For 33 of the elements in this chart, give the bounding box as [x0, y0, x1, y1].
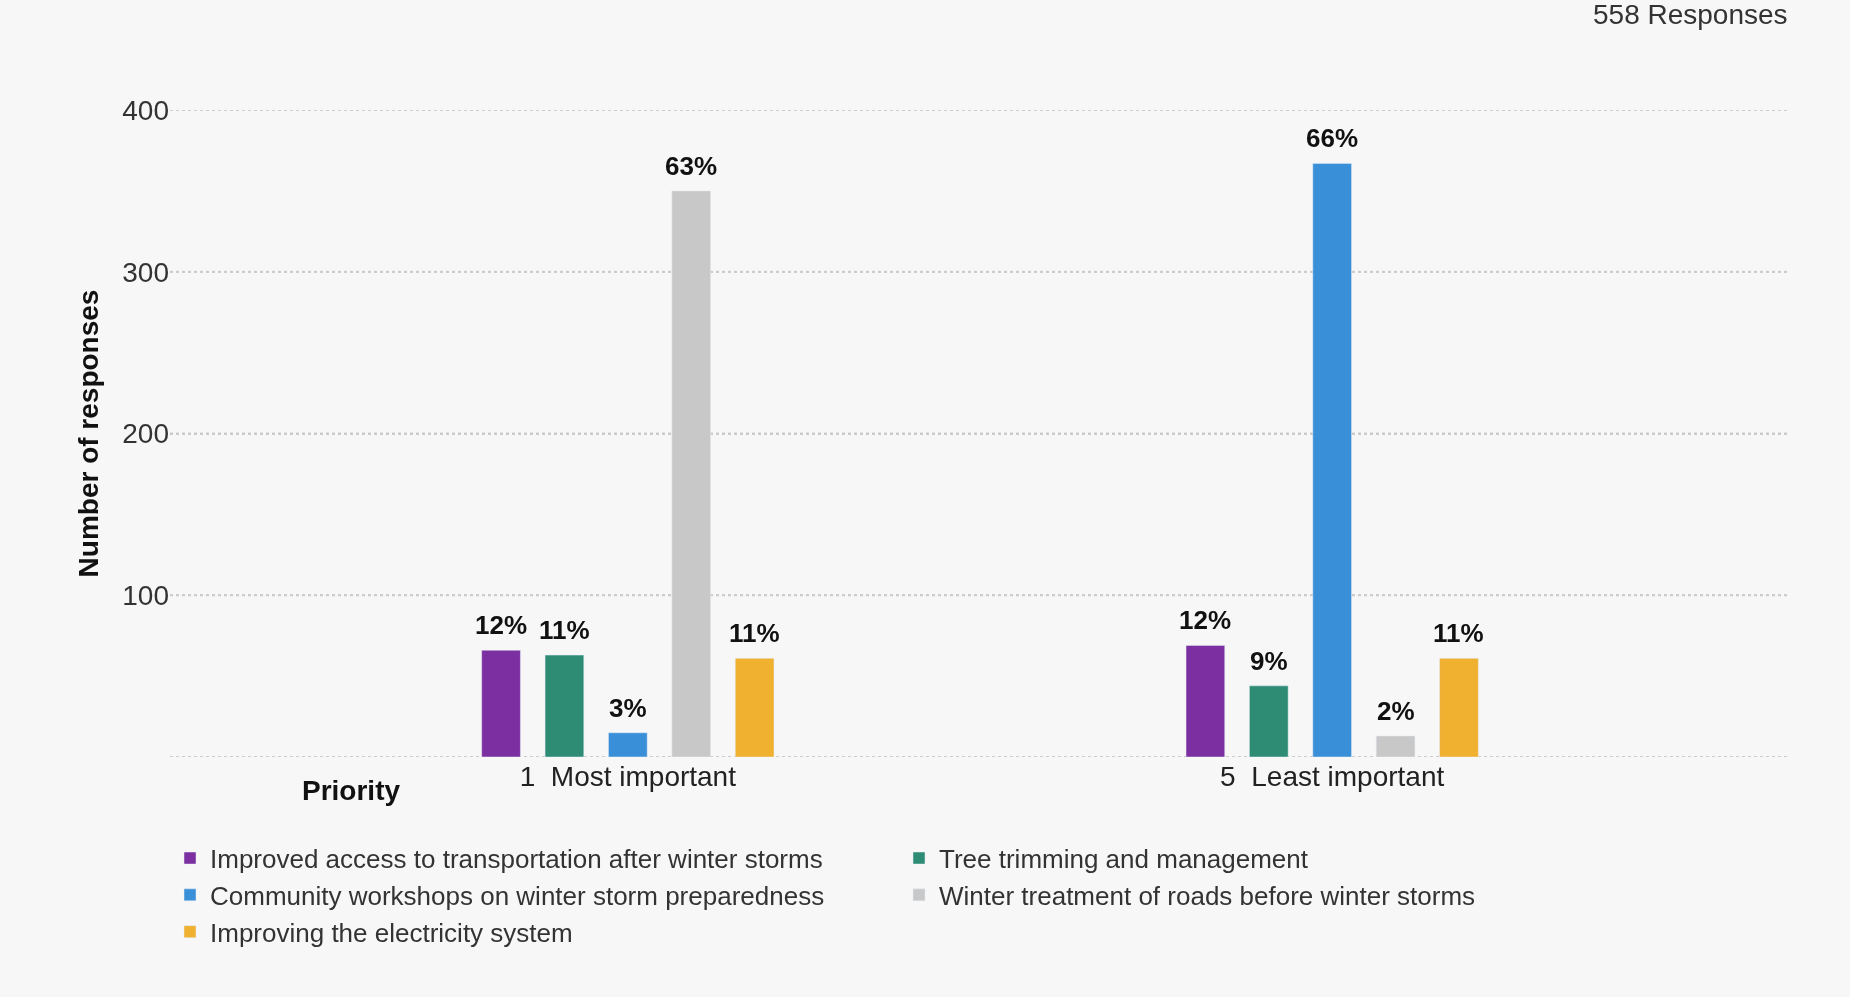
text: 558 Responses	[1593, 0, 1788, 30]
x-axis-title: Priority	[302, 775, 401, 806]
x-tick-label: 5 Least important	[1220, 761, 1445, 792]
annotation: 11%	[539, 615, 590, 645]
annotation: 3%	[609, 693, 647, 723]
y-tick-label: 100	[122, 580, 169, 612]
bar	[734, 658, 775, 757]
y-tick-label: 300	[122, 256, 169, 288]
annotation: 12%	[1179, 605, 1232, 635]
bar	[1185, 645, 1226, 757]
bar	[1249, 685, 1289, 757]
bar	[544, 654, 585, 757]
y-tick-label: 200	[122, 418, 169, 450]
annotation: 66%	[1306, 123, 1359, 153]
annotation: 12%	[475, 610, 528, 640]
annotation: 11%	[729, 618, 780, 648]
annotation: 63%	[665, 151, 718, 181]
legend-label: Improving the electricity system	[210, 917, 573, 948]
bar	[608, 732, 648, 757]
y-axis-title: Number of responses	[72, 289, 104, 578]
legend-label: Winter treatment of roads before winter storms	[939, 880, 1476, 911]
annotation: 9%	[1250, 646, 1288, 676]
x-tick-label: 1 Most important	[519, 761, 737, 792]
legend-label: Community workshops on winter storm preparedness	[210, 880, 825, 911]
bar	[481, 650, 521, 757]
bar	[1439, 658, 1479, 757]
bar	[1375, 735, 1416, 757]
annotation: 11%	[1433, 618, 1484, 648]
annotation: 2%	[1377, 696, 1415, 726]
y-tick-label: 400	[122, 94, 169, 126]
legend-label: Improved access to transportation after winter storms	[210, 844, 823, 875]
bar	[1312, 163, 1352, 757]
legend-label: Tree trimming and management	[939, 844, 1309, 875]
